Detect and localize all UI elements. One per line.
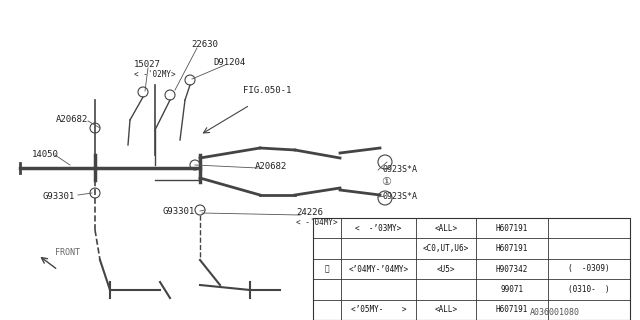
- Text: ①: ①: [381, 177, 391, 187]
- Text: H907342: H907342: [496, 265, 528, 274]
- Text: <  -’03MY>: < -’03MY>: [355, 224, 402, 233]
- Text: G93301: G93301: [42, 192, 74, 201]
- Text: G93301: G93301: [162, 207, 195, 216]
- Text: H607191: H607191: [496, 244, 528, 253]
- Text: < -'04MY>: < -'04MY>: [296, 218, 338, 227]
- Bar: [313, 218, 630, 320]
- Text: 14050: 14050: [32, 150, 59, 159]
- Text: 0923S*A: 0923S*A: [382, 192, 417, 201]
- Text: A20682: A20682: [56, 115, 88, 124]
- Text: FIG.050-1: FIG.050-1: [243, 86, 291, 95]
- Text: < -'02MY>: < -'02MY>: [134, 70, 175, 79]
- Text: FRONT: FRONT: [55, 248, 80, 257]
- Text: 15027: 15027: [134, 60, 161, 69]
- Text: ①: ①: [324, 265, 330, 274]
- Text: H607191: H607191: [496, 224, 528, 233]
- Text: 22630: 22630: [191, 40, 218, 49]
- Text: (0310-  ): (0310- ): [568, 285, 610, 294]
- Text: H607191: H607191: [496, 305, 528, 314]
- Text: <C0,UT,U6>: <C0,UT,U6>: [423, 244, 469, 253]
- Text: 24226: 24226: [296, 208, 323, 217]
- Text: <’04MY-’04MY>: <’04MY-’04MY>: [348, 265, 408, 274]
- Text: <ALL>: <ALL>: [435, 224, 458, 233]
- Text: 99071: 99071: [500, 285, 524, 294]
- Text: (  -0309): ( -0309): [568, 265, 610, 274]
- Text: D91204: D91204: [213, 58, 245, 67]
- Text: <ALL>: <ALL>: [435, 305, 458, 314]
- Text: 0923S*A: 0923S*A: [382, 165, 417, 174]
- Text: A20682: A20682: [255, 162, 287, 171]
- Text: A036001080: A036001080: [530, 308, 580, 317]
- Text: <’05MY-    >: <’05MY- >: [351, 305, 406, 314]
- Text: <U5>: <U5>: [436, 265, 455, 274]
